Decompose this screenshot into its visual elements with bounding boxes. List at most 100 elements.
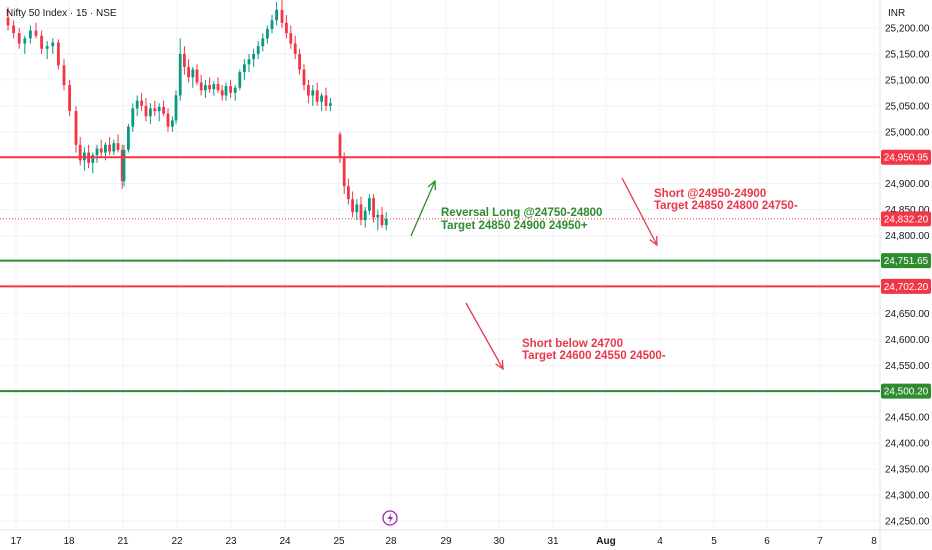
candle (347, 178, 350, 205)
candle (315, 82, 319, 106)
svg-text:24,751.65: 24,751.65 (884, 256, 929, 267)
reversal-long-arrow-icon (410, 179, 436, 237)
price-tick-label: 24,400.00 (885, 439, 930, 450)
annotation-short-upper-line2: Target 24850 24800 24750- (654, 200, 798, 212)
candle (68, 79, 71, 117)
time-tick-label: 31 (547, 536, 559, 547)
candle (195, 64, 199, 86)
candle (208, 77, 211, 93)
candle (220, 85, 224, 101)
price-level-badge: 24,500.20 (881, 383, 931, 399)
price-tick-label: 24,450.00 (885, 413, 930, 424)
price-tick-label: 24,250.00 (885, 517, 930, 528)
candle (57, 39, 60, 70)
candle (252, 48, 255, 67)
candle (40, 30, 43, 54)
candles (6, 0, 388, 231)
candle (320, 92, 323, 112)
candle (95, 144, 99, 163)
candle (229, 79, 232, 99)
candle (157, 103, 161, 122)
candle (62, 59, 66, 91)
time-tick-label: 25 (333, 536, 345, 547)
time-tick-label: 17 (10, 536, 22, 547)
candle (224, 82, 228, 101)
candle (285, 15, 288, 39)
candle (6, 7, 10, 31)
candle (187, 59, 190, 83)
candle (212, 80, 216, 96)
candle (78, 136, 82, 166)
candle (311, 85, 315, 106)
time-tick-label: 22 (171, 536, 183, 547)
candle (351, 191, 354, 218)
price-tick-label: 24,550.00 (885, 361, 930, 372)
candle (140, 92, 143, 112)
annotation-short-upper: Short @24950-24900 Target 24850 24800 24… (654, 188, 798, 212)
time-tick-label: 29 (440, 536, 452, 547)
price-axis[interactable]: 25,200.00 25,150.00 25,100.00 25,050.00 25,0… (885, 24, 930, 528)
annotation-reversal-long: Reversal Long @24750-24800 Target 24850 … (441, 207, 602, 232)
price-tick-label: 25,200.00 (885, 24, 930, 35)
candle (135, 95, 139, 117)
candle (144, 98, 148, 122)
time-tick-label: 4 (657, 536, 663, 547)
candle (261, 33, 265, 52)
price-tick-label: 25,000.00 (885, 127, 930, 138)
candle (116, 134, 120, 153)
price-tick-label: 25,150.00 (885, 49, 930, 60)
price-tick-label: 24,300.00 (885, 491, 930, 502)
candle (270, 15, 274, 34)
candle (45, 40, 49, 60)
candle (302, 64, 306, 91)
annotation-short-lower-line1: Short below 24700 (522, 338, 623, 350)
candle (298, 48, 301, 75)
candle (368, 194, 371, 215)
candle (275, 2, 278, 26)
time-tick-label: 8 (871, 536, 877, 547)
price-level-badge: 24,702.20 (881, 278, 931, 294)
time-tick-label: 18 (63, 536, 75, 547)
short-upper-arrow-icon (621, 177, 658, 247)
candle (120, 144, 124, 189)
candle (108, 136, 111, 156)
candle (359, 196, 363, 226)
price-tick-label: 25,050.00 (885, 101, 930, 112)
price-tick-label: 25,100.00 (885, 75, 930, 86)
candle (191, 66, 195, 88)
price-tick-label: 24,850.00 (885, 205, 930, 216)
time-tick-label: 28 (385, 536, 397, 547)
candle (216, 77, 220, 93)
time-tick-label: 6 (764, 536, 770, 547)
candle (289, 25, 293, 49)
event-marker-lightning-icon[interactable] (382, 510, 398, 526)
candle (91, 152, 95, 174)
annotation-short-lower: Short below 24700 Target 24600 24550 245… (522, 338, 666, 362)
time-tick-label: Aug (596, 536, 615, 547)
candle (204, 79, 207, 99)
price-tick-label: 24,900.00 (885, 179, 930, 190)
candle (233, 85, 237, 101)
candle (17, 28, 21, 49)
candle (131, 103, 135, 132)
time-tick-label: 30 (493, 536, 505, 547)
time-tick-label: 5 (711, 536, 717, 547)
candle (23, 35, 27, 54)
candle (342, 152, 346, 195)
candle (153, 100, 157, 117)
price-badges: 24,950.95 24,832.20 24,751.65 24,702.20 24,5… (881, 149, 931, 399)
price-tick-label: 24,350.00 (885, 465, 930, 476)
candle (162, 100, 165, 117)
time-axis[interactable]: 17 18 21 22 23 24 25 28 29 30 31 Aug 4 5 6 7 8 (10, 536, 877, 547)
candle (355, 199, 359, 221)
candle (149, 103, 152, 125)
candle (363, 207, 367, 228)
price-level-badge: 24,751.65 (881, 253, 931, 269)
currency-label: INR (888, 8, 905, 19)
candle (29, 25, 32, 44)
time-tick-label: 24 (279, 536, 291, 547)
candle (199, 74, 203, 96)
short-lower-arrow-icon (465, 302, 504, 371)
